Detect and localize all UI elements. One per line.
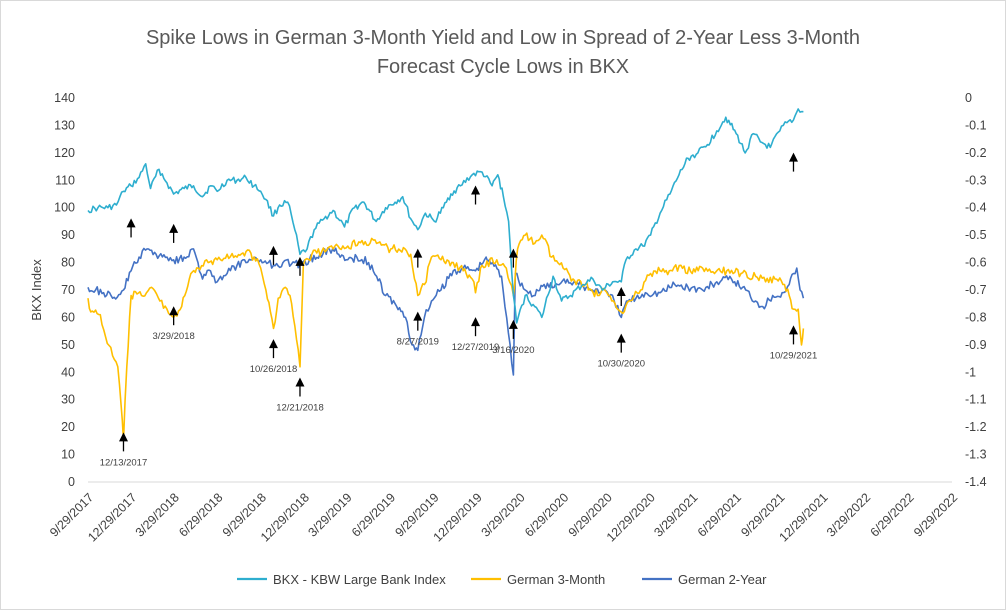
y2-tick-label: -1.1	[965, 393, 987, 407]
y2-tick-label: 0	[965, 91, 972, 105]
x-tick-label: 6/29/2020	[522, 490, 571, 539]
y2-tick-label: -0.7	[965, 283, 987, 297]
y2-tick-label: -1	[965, 365, 976, 379]
annotation-arrow-head	[508, 248, 518, 258]
annotation-arrow-head	[169, 306, 179, 316]
annotation-arrow-head	[616, 287, 626, 296]
chart-title-line-2: Forecast Cycle Lows in BKX	[377, 56, 629, 78]
annotation-date-label: 10/30/2020	[597, 359, 645, 370]
annotation-arrow-head	[118, 432, 128, 442]
legend-label: German 3-Month	[507, 572, 605, 587]
y-tick-label: 130	[54, 118, 75, 132]
y2-tick-label: -0.4	[965, 201, 987, 215]
annotation-arrow-head	[471, 185, 481, 195]
x-tick-label: 6/29/2018	[176, 490, 225, 539]
y-axis-title: BKX Index	[29, 259, 44, 321]
annotation-arrow-head	[126, 218, 136, 228]
y2-tick-label: -1.3	[965, 448, 987, 462]
annotation-arrow-head	[295, 377, 305, 387]
series-group	[87, 108, 805, 442]
y-tick-label: 110	[55, 173, 75, 187]
y2-tick-label: -0.9	[965, 338, 987, 352]
x-tick-label: 6/29/2022	[868, 490, 917, 539]
annotation-arrow-head	[471, 317, 481, 327]
x-tick-label: 3/29/2019	[305, 490, 354, 539]
annotation-arrow-head	[788, 152, 798, 162]
x-tick-label: 6/29/2021	[695, 490, 744, 539]
y-tick-label: 10	[61, 448, 75, 462]
annotation-date-label: 10/26/2018	[250, 364, 298, 375]
x-tick-label: 9/29/2022	[911, 490, 960, 539]
y-tick-label: 60	[61, 310, 75, 324]
annotation-arrow-head	[508, 319, 518, 329]
annotation-arrow-head	[268, 339, 278, 349]
y2-tick-label: -1.2	[965, 420, 987, 434]
y2-tick-label: -0.2	[965, 146, 987, 160]
y-tick-label: 20	[61, 420, 75, 434]
y-tick-label: 120	[54, 146, 75, 160]
y-tick-label: 50	[61, 338, 75, 352]
x-tick-label: 3/29/2020	[479, 490, 528, 539]
y2-tick-label: -0.3	[965, 173, 987, 187]
annotation-date-label: 10/29/2021	[770, 350, 818, 361]
annotation-arrow-head	[295, 256, 305, 266]
y-tick-label: 30	[61, 393, 75, 407]
y2-tick-label: -0.1	[965, 118, 987, 132]
legend-label: German 2-Year	[678, 572, 767, 587]
series-line	[87, 232, 805, 442]
annotation-arrow-head	[788, 325, 798, 335]
y-tick-label: 80	[61, 256, 75, 270]
annotation-arrow-head	[413, 311, 423, 321]
annotation-arrow-head	[413, 248, 423, 258]
annotations-group: 12/13/2017 3/29/2018 10/26/2018 12/21/2018 8…	[100, 152, 818, 468]
y2-tick-label: -1.4	[965, 475, 987, 489]
legend-label: BKX - KBW Large Bank Index	[273, 572, 446, 587]
y-tick-label: 70	[61, 283, 75, 297]
y-tick-label: 140	[54, 91, 75, 105]
y-tick-label: 0	[68, 475, 75, 489]
x-tick-label: 6/29/2019	[349, 490, 398, 539]
y-tick-label: 100	[54, 201, 75, 215]
x-tick-label: 3/29/2022	[824, 490, 873, 539]
y-tick-label: 40	[61, 365, 75, 379]
x-tick-label: 3/29/2018	[133, 490, 182, 539]
annotation-date-label: 3/29/2018	[153, 331, 195, 342]
annotation-date-label: 12/27/2019	[452, 342, 500, 353]
y2-tick-label: -0.5	[965, 228, 987, 242]
chart-title-line-1: Spike Lows in German 3-Month Yield and L…	[146, 27, 860, 49]
annotation-date-label: 3/16/2020	[492, 345, 534, 356]
annotation-arrow-head	[268, 245, 278, 255]
annotation-date-label: 12/21/2018	[276, 403, 324, 414]
annotation-date-label: 12/13/2017	[100, 457, 148, 468]
series-line	[87, 108, 804, 324]
y-tick-label: 90	[61, 228, 75, 242]
series-line	[87, 247, 805, 376]
annotation-date-label: 8/27/2019	[397, 337, 439, 348]
y2-tick-label: -0.8	[965, 310, 987, 324]
y2-tick-label: -0.6	[965, 256, 987, 270]
annotation-arrow-head	[616, 333, 626, 343]
x-tick-label: 3/29/2021	[651, 490, 700, 539]
annotation-arrow-head	[169, 223, 179, 233]
legend: BKX - KBW Large Bank Index German 3-Month…	[237, 572, 767, 587]
